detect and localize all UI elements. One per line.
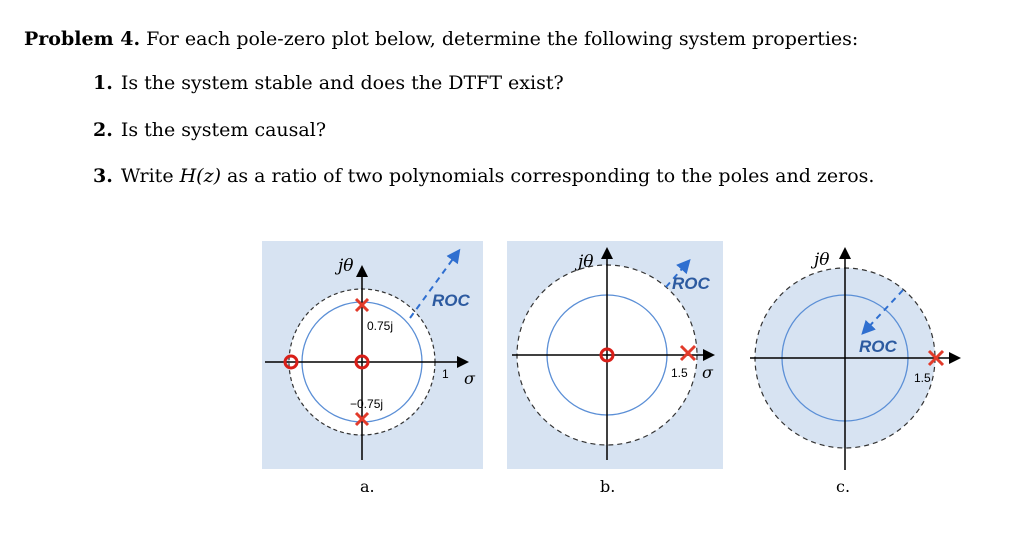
pole-label-lower-a: −0.75j bbox=[350, 397, 383, 411]
pole-marker-c bbox=[927, 349, 945, 367]
transfer-function-symbol: H(z) bbox=[179, 165, 222, 187]
question-text: Is the system causal? bbox=[120, 119, 327, 141]
pole-marker-upper-a bbox=[354, 297, 370, 313]
caption-b: b. bbox=[600, 477, 615, 496]
pole-label-b: 1.5 bbox=[671, 366, 688, 380]
problem-label: Problem 4. bbox=[24, 28, 141, 50]
pole-label-upper-a: 0.75j bbox=[367, 319, 393, 333]
axis-label-imag-b: jθ bbox=[574, 252, 594, 272]
zero-marker-origin-b bbox=[599, 347, 615, 363]
zero-marker-left-a bbox=[283, 354, 299, 370]
caption-c: c. bbox=[836, 477, 850, 496]
pole-marker-b bbox=[679, 344, 697, 362]
pole-marker-lower-a bbox=[354, 411, 370, 427]
question-text-post: as a ratio of two polynomials correspond… bbox=[221, 165, 875, 187]
zero-marker-origin-a bbox=[354, 354, 370, 370]
roc-arrow-b bbox=[665, 258, 691, 288]
plot-a: jθ σ 1 0.75j −0.75j ROC a. bbox=[262, 241, 483, 496]
problem-statement: Problem 4. For each pole-zero plot below… bbox=[24, 28, 858, 50]
axis-label-real-b: σ bbox=[702, 363, 714, 382]
plot-b: jθ σ 1.5 ROC b. bbox=[507, 241, 723, 496]
unit-label-a: 1 bbox=[442, 367, 449, 381]
plot-c: jθ 1.5 ROC c. bbox=[750, 247, 961, 496]
question-3: 3. Write H(z) as a ratio of two polynomia… bbox=[93, 165, 874, 187]
problem-intro: For each pole-zero plot below, determine… bbox=[146, 28, 859, 50]
question-text: Is the system stable and does the DTFT e… bbox=[120, 72, 564, 94]
roc-arrow-a bbox=[409, 248, 461, 319]
caption-a: a. bbox=[360, 477, 375, 496]
roc-label-b: ROC bbox=[672, 274, 711, 293]
roc-arrow-c bbox=[861, 289, 904, 335]
question-2: 2. Is the system causal? bbox=[93, 119, 326, 141]
axis-label-real-a: σ bbox=[464, 369, 476, 388]
question-1: 1. Is the system stable and does the DTFT… bbox=[93, 72, 564, 94]
axis-label-imag-c: jθ bbox=[810, 250, 830, 270]
roc-label-c: ROC bbox=[859, 337, 898, 356]
question-number: 3. bbox=[93, 165, 113, 187]
question-text-pre: Write bbox=[120, 165, 180, 187]
axis-label-imag-a: jθ bbox=[334, 256, 354, 276]
roc-label-a: ROC bbox=[432, 291, 471, 310]
question-number: 2. bbox=[93, 119, 113, 141]
pole-label-c: 1.5 bbox=[914, 371, 931, 385]
question-number: 1. bbox=[93, 72, 113, 94]
